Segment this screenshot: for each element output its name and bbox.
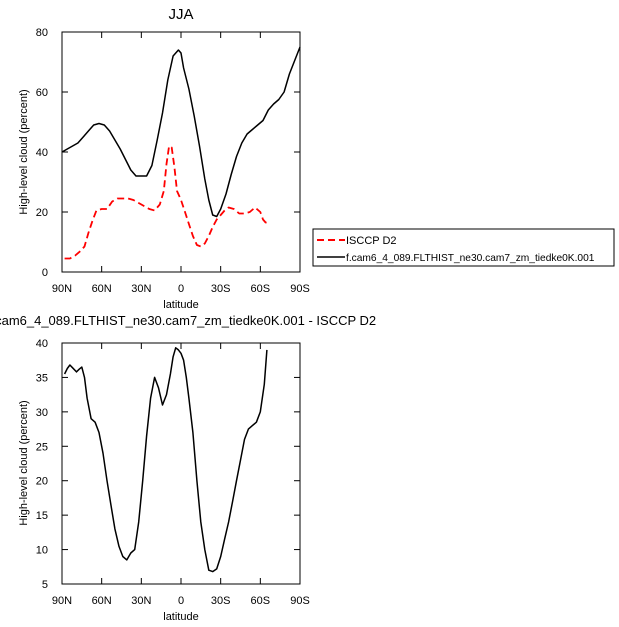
top-plot-frame [61, 31, 301, 273]
bottom-x-tick-label: 90S [290, 595, 310, 607]
top-tick-marks [61, 31, 301, 273]
top-y-tick-label: 20 [36, 207, 48, 219]
top-x-tick-label: 30S [211, 283, 231, 295]
bottom-x-tick-label: 30N [131, 595, 151, 607]
bottom-y-tick-label: 35 [36, 372, 48, 384]
bottom-y-axis-label: High-level cloud (percent) [18, 400, 30, 525]
bottom-y-tick-labels: 5 10 15 20 25 30 35 40 [36, 338, 48, 591]
legend-label-isccp: ISCCP D2 [346, 235, 397, 247]
legend-label-model: f.cam6_4_089.FLTHIST_ne30.cam7_zm_tiedke… [346, 253, 595, 264]
bottom-x-tick-label: 0 [178, 595, 184, 607]
top-series-line-0 [64, 145, 268, 260]
bottom-y-tick-label: 25 [36, 441, 48, 453]
top-y-tick-label: 60 [36, 87, 48, 99]
top-y-tick-labels: 0 20 40 60 80 [36, 27, 48, 279]
top-y-tick-label: 0 [42, 267, 48, 279]
bottom-series-group [63, 347, 268, 573]
top-series-group [61, 46, 301, 260]
top-x-tick-label: 60S [251, 283, 271, 295]
bottom-y-tick-label: 5 [42, 579, 48, 591]
top-x-tick-label: 30N [131, 283, 151, 295]
bottom-tick-marks [61, 342, 301, 585]
top-x-tick-label: 60N [92, 283, 112, 295]
top-panel: JJA 90N 60N 30N 0 30S 60S 90S 0 20 40 60 80 latitu… [18, 6, 310, 311]
bottom-x-axis-label: latitude [163, 611, 198, 623]
bottom-series-line-0 [63, 347, 268, 573]
top-x-tick-label: 90N [52, 283, 72, 295]
top-y-tick-label: 80 [36, 27, 48, 39]
bottom-y-tick-label: 15 [36, 510, 48, 522]
top-y-tick-label: 40 [36, 147, 48, 159]
bottom-x-tick-label: 30S [211, 595, 231, 607]
legend-box [312, 228, 615, 267]
bottom-x-tick-label: 60N [92, 595, 112, 607]
bottom-y-tick-label: 30 [36, 407, 48, 419]
top-series-line-1 [61, 46, 301, 218]
bottom-chart-title: f.cam6_4_089.FLTHIST_ne30.cam7_zm_tiedke… [0, 313, 376, 328]
top-y-axis-label: High-level cloud (percent) [18, 89, 30, 214]
bottom-x-tick-label: 60S [251, 595, 271, 607]
bottom-y-tick-label: 10 [36, 545, 48, 557]
top-x-tick-label: 90S [290, 283, 310, 295]
top-x-axis-label: latitude [163, 299, 198, 311]
top-x-tick-labels: 90N 60N 30N 0 30S 60S 90S [52, 283, 310, 295]
bottom-y-tick-label: 40 [36, 338, 48, 350]
bottom-y-tick-label: 20 [36, 476, 48, 488]
legend: ISCCP D2 f.cam6_4_089.FLTHIST_ne30.cam7_… [312, 228, 615, 267]
bottom-x-tick-labels: 90N 60N 30N 0 30S 60S 90S [52, 595, 310, 607]
top-x-tick-label: 0 [178, 283, 184, 295]
bottom-panel: f.cam6_4_089.FLTHIST_ne30.cam7_zm_tiedke… [0, 313, 376, 623]
bottom-x-tick-label: 90N [52, 595, 72, 607]
top-chart-title: JJA [168, 6, 193, 23]
